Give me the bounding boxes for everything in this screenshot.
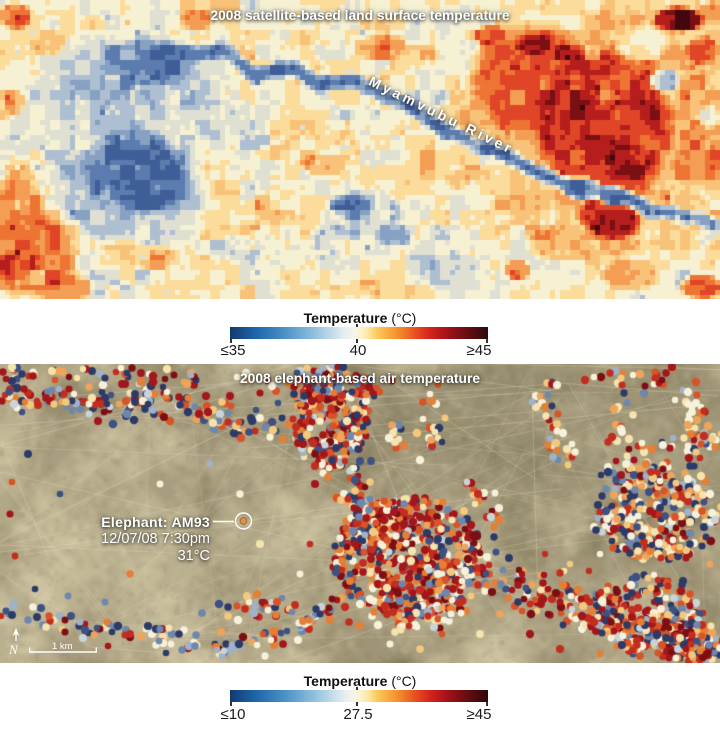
- svg-text:N: N: [8, 642, 19, 657]
- svg-text:1 km: 1 km: [52, 641, 73, 652]
